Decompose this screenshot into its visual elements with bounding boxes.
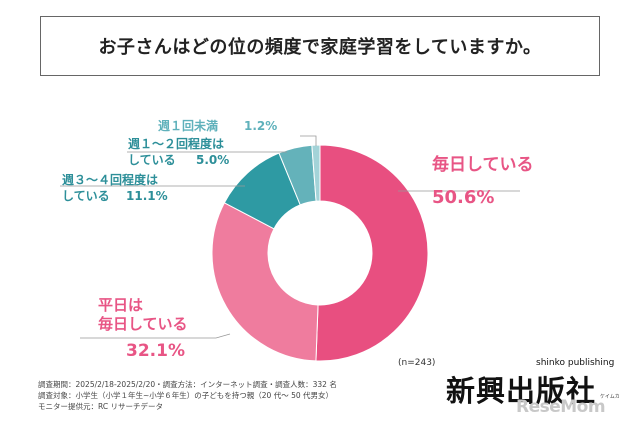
label-shu1: 週１回未満	[158, 119, 219, 133]
label-heijitsu-line1: 平日は	[98, 296, 144, 314]
label-shu34-line2: している	[62, 189, 110, 203]
footnote-target: 調査対象：小学生（小学１年生~小学６年生）の子どもを持つ親（20 代～ 50 代…	[38, 390, 334, 400]
logo-subtitle: shinko publishing	[536, 358, 615, 368]
value-shu34: 11.1%	[126, 189, 168, 203]
publisher-logo: 新興出版社	[446, 374, 597, 408]
label-shu12-line2: している	[128, 153, 176, 167]
value-shu1: 1.2%	[244, 119, 278, 133]
resemom-watermark: ReseMom	[516, 397, 606, 417]
footnote-period: 調査期間：2025/2/18-2025/2/20・調査方法：インターネット調査・…	[38, 380, 337, 389]
sample-size: (n=243)	[398, 358, 436, 368]
label-mainichi: 毎日している	[432, 155, 534, 175]
label-shu12-line1: 週１～２回程度は	[128, 137, 225, 151]
slice-shu1	[311, 144, 321, 202]
title-box: お子さんはどの位の頻度で家庭学習をしていますか。	[40, 16, 600, 76]
logo-small-text: ケイムカ	[600, 394, 620, 400]
label-shu34-line1: 週３～４回程度は	[62, 173, 159, 187]
value-mainichi: 50.6%	[432, 187, 495, 208]
slice-heijitsu	[211, 202, 319, 362]
footnote-provider: モニター提供元：RC リサーチデータ	[38, 401, 163, 411]
label-heijitsu-line2: 毎日している	[98, 315, 188, 333]
leader-heijitsu	[80, 333, 231, 339]
survey-footnote: 調査期間：2025/2/18-2025/2/20・調査方法：インターネット調査・…	[38, 380, 337, 413]
value-heijitsu: 32.1%	[126, 341, 185, 361]
slice-mainichi	[315, 144, 429, 362]
value-shu12: 5.0%	[196, 153, 230, 167]
leader-shu1	[300, 135, 317, 146]
chart-title: お子さんはどの位の頻度で家庭学習をしていますか。	[98, 37, 542, 58]
